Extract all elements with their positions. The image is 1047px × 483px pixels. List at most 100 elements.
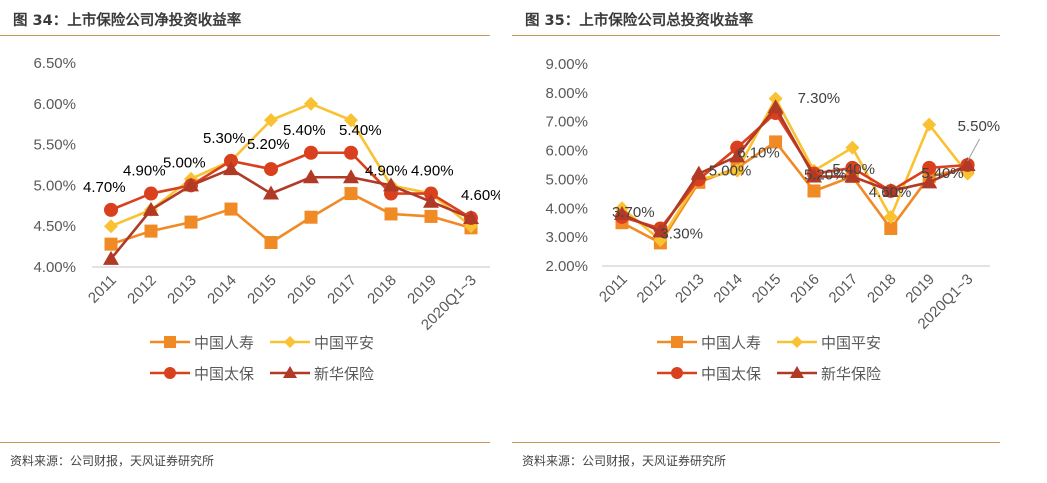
figure-34-title: 图 34：上市保险公司净投资收益率: [13, 13, 242, 29]
legend-item: 中国太保: [150, 365, 254, 383]
legend-label: 中国太保: [701, 365, 761, 383]
data-point-circle: [224, 153, 238, 168]
data-point-diamond: [922, 117, 937, 132]
legend-label: 中国人寿: [701, 334, 761, 352]
data-point-circle: [104, 202, 118, 217]
data-point-diamond: [730, 163, 745, 178]
data-point-triangle: [303, 169, 319, 184]
legend-item: 中国太保: [657, 365, 761, 383]
legend-item: 中国人寿: [657, 334, 761, 352]
data-point-triangle: [614, 206, 630, 221]
data-point-triangle: [690, 165, 707, 180]
series-line-1: [621, 97, 969, 242]
x-tick-label: 2015: [749, 271, 785, 307]
data-point-square: [304, 210, 318, 224]
data-point-circle: [845, 160, 860, 175]
data-point-triangle: [959, 157, 976, 171]
legend-circle-icon: [164, 367, 176, 379]
y-tick-label: 4.00%: [545, 200, 588, 217]
y-tick-label: 8.00%: [545, 85, 588, 102]
x-tick-label: 2016: [787, 271, 823, 307]
x-tick-label: 2011: [596, 271, 631, 306]
data-point-triangle: [223, 161, 239, 176]
y-tick-label: 6.00%: [33, 96, 76, 113]
y-tick-label: 5.50%: [33, 137, 76, 154]
series-line-3: [621, 105, 969, 233]
leader-line: [967, 138, 981, 162]
data-label: 4.70%: [83, 179, 126, 196]
data-point-square: [344, 187, 358, 201]
data-point-square: [384, 207, 398, 221]
title-rule: [512, 35, 1000, 36]
legend-square-icon: [164, 336, 176, 348]
data-label: 6.10%: [737, 145, 780, 162]
data-label: 5.50%: [958, 118, 1001, 135]
data-label: 5.00%: [709, 162, 752, 179]
legend-triangle-icon: [283, 366, 297, 378]
data-point-diamond: [883, 209, 898, 224]
data-point-square: [264, 236, 278, 250]
figure-35-panel: 图 35：上市保险公司总投资收益率 2.00% 3.00% 4.00% 5.00% 6.…: [512, 0, 1012, 483]
data-point-square: [144, 224, 158, 238]
data-point-triangle: [767, 99, 784, 114]
data-label: 5.40%: [339, 122, 382, 139]
y-tick-label: 2.00%: [545, 258, 588, 275]
data-point-triangle: [463, 210, 479, 225]
data-point-circle: [144, 186, 158, 201]
x-tick-label: 2014: [710, 271, 746, 307]
data-point-triangle: [103, 250, 119, 265]
data-label: 4.60%: [461, 187, 500, 204]
data-point-triangle: [806, 168, 822, 183]
legend-item: 中国平安: [270, 334, 374, 352]
source-rule: [512, 442, 1000, 443]
data-point-triangle: [343, 169, 359, 184]
data-label: 5.20%: [804, 167, 847, 184]
x-tick-label: 2014: [204, 272, 240, 308]
x-tick-label: 2011: [85, 272, 120, 307]
total-investment-yield-chart: 2.00% 3.00% 4.00% 5.00% 6.00% 7.00% 8.00% 9.00%…: [545, 56, 1001, 383]
data-point-diamond: [104, 219, 118, 234]
x-tick-label: 2019: [404, 272, 440, 308]
data-label: 5.30%: [203, 130, 246, 147]
legend-triangle-icon: [790, 366, 804, 378]
data-point-circle: [264, 162, 278, 177]
y-tick-label: 5.00%: [545, 171, 588, 188]
data-label: 5.40%: [921, 165, 964, 182]
legend-diamond-icon: [284, 336, 296, 348]
legend-item: 新华保险: [777, 365, 881, 383]
source-note: 资料来源：公司财报，天风证券研究所: [10, 454, 215, 468]
x-tick-label: 2019: [902, 271, 938, 307]
data-point-triangle: [882, 182, 899, 197]
y-tick-label: 5.00%: [33, 177, 76, 194]
x-tick-label: 2018: [864, 271, 900, 307]
legend-label: 新华保险: [314, 365, 374, 383]
data-label: 4.90%: [123, 163, 166, 180]
data-point-triangle: [423, 193, 439, 208]
x-tick-label: 2017: [826, 271, 862, 307]
data-label: 3.70%: [612, 204, 655, 221]
data-point-square: [807, 184, 821, 198]
net-investment-yield-chart: 4.00%4.50%5.00%5.50%6.00%6.50%2011 2012 20…: [33, 55, 500, 383]
x-tick-label: 2015: [244, 272, 280, 308]
legend-label: 新华保险: [821, 365, 881, 383]
y-tick-label: 9.00%: [545, 56, 588, 73]
data-label: 5.40%: [832, 161, 875, 178]
y-tick-label: 4.00%: [33, 259, 76, 276]
data-point-triangle: [729, 148, 746, 163]
legend-item: 新华保险: [270, 365, 374, 383]
y-tick-label: 7.00%: [545, 114, 588, 131]
data-point-triangle: [844, 168, 861, 183]
legend-label: 中国人寿: [194, 334, 254, 352]
legend-circle-icon: [671, 367, 683, 379]
data-label: 3.30%: [660, 225, 703, 242]
data-point-triangle: [383, 177, 399, 192]
data-point-square: [224, 202, 238, 216]
data-point-diamond: [304, 96, 318, 111]
data-point-diamond: [264, 113, 278, 128]
y-tick-label: 3.00%: [545, 229, 588, 246]
series-line-0: [621, 140, 968, 245]
data-point-diamond: [845, 140, 860, 155]
legend-label: 中国平安: [821, 334, 881, 352]
data-point-triangle: [183, 177, 199, 192]
series-line-1: [110, 102, 472, 228]
